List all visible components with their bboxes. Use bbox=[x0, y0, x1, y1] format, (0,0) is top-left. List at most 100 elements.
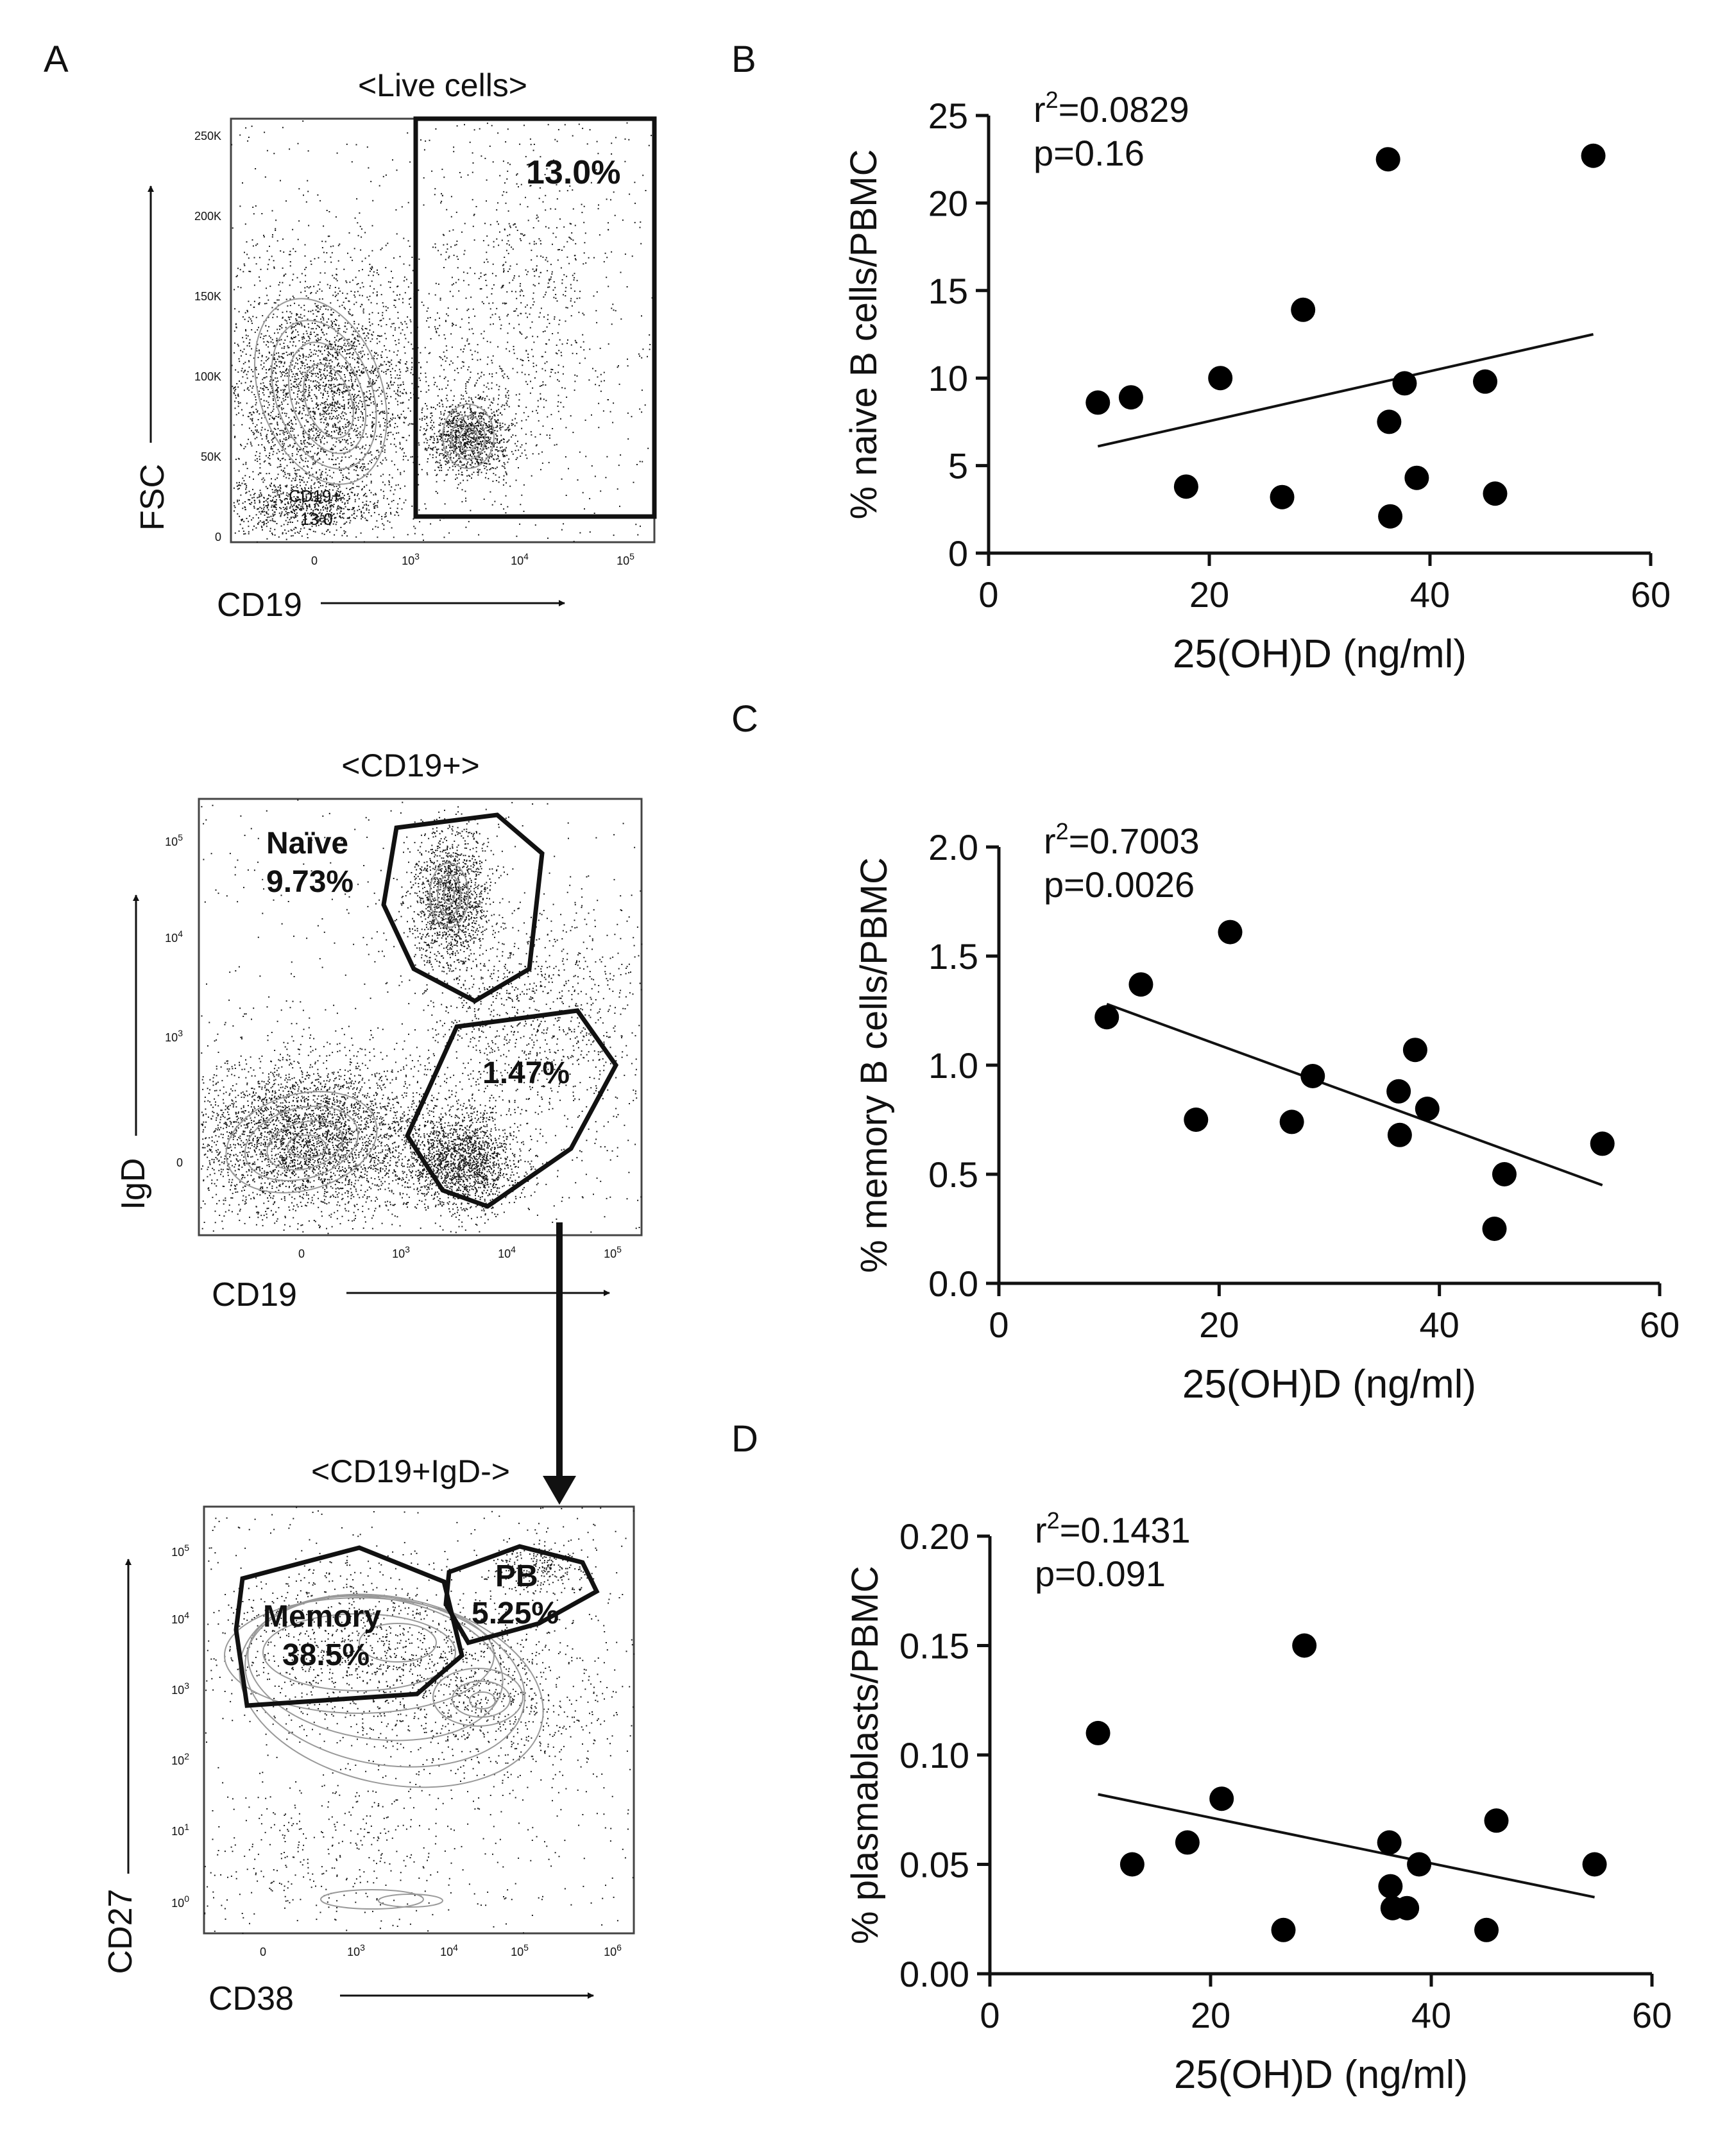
data-point bbox=[1474, 1917, 1499, 1942]
data-point bbox=[1404, 465, 1429, 490]
flow-plot-live-cells: <Live cells> 13.0% CD19+ 13.0 250K 200K … bbox=[134, 67, 657, 624]
flow-igdneg-memory-pct: 38.5% bbox=[282, 1638, 370, 1672]
flow-igdneg-ytick: 103 bbox=[171, 1681, 189, 1697]
flow-cd19-xtick: 103 bbox=[392, 1244, 410, 1260]
flow-plot-cd19-igdneg: <CD19+IgD-> Memory 38.5% PB 5.25% 105 10… bbox=[102, 1453, 635, 2017]
flow-igdneg-xtick: 104 bbox=[440, 1942, 458, 1958]
y-tick-label: 0.20 bbox=[899, 1516, 969, 1557]
data-point bbox=[1300, 1064, 1325, 1088]
data-point bbox=[1375, 147, 1400, 172]
x-tick-label: 0 bbox=[978, 574, 998, 615]
flow-live-ytick: 150K bbox=[194, 290, 221, 303]
flow-cd19-ytick: 104 bbox=[165, 928, 183, 945]
stat-r-squared: r2=0.7003 bbox=[1044, 818, 1200, 861]
data-point bbox=[1085, 390, 1111, 415]
flow-event-dots bbox=[200, 799, 643, 1235]
regression-line bbox=[1097, 333, 1594, 448]
flow-igdneg-gate-memory bbox=[234, 1545, 464, 1708]
y-tick-label: 0.05 bbox=[899, 1845, 969, 1885]
data-point bbox=[1173, 474, 1198, 499]
flow-live-xticks: 0 103 104 105 bbox=[311, 551, 634, 567]
data-point bbox=[1582, 1852, 1607, 1877]
flow-igdneg-frame bbox=[203, 1505, 635, 1935]
flow-live-gate-pct: 13.0% bbox=[526, 154, 620, 191]
data-point bbox=[1292, 1633, 1317, 1658]
flow-cd19-ylabel: IgD bbox=[115, 1158, 152, 1210]
flow-cd19-title: <CD19+> bbox=[341, 748, 479, 783]
x-tick-label: 40 bbox=[1410, 574, 1450, 615]
x-tick-label: 60 bbox=[1631, 574, 1671, 615]
y-tick-label: 2.0 bbox=[928, 827, 978, 868]
flow-live-ytick: 50K bbox=[201, 450, 221, 463]
flow-igdneg-ytick: 104 bbox=[171, 1610, 189, 1626]
flow-cd19-density bbox=[200, 799, 643, 1235]
data-point bbox=[1209, 1786, 1234, 1811]
data-point bbox=[1175, 1830, 1200, 1855]
x-tick-label: 40 bbox=[1411, 1995, 1451, 2035]
y-tick-label: 1.5 bbox=[928, 936, 978, 977]
data-point bbox=[1392, 371, 1417, 396]
stat-r-squared: r2=0.0829 bbox=[1034, 87, 1189, 130]
data-point bbox=[1279, 1109, 1304, 1134]
x-tick-label: 20 bbox=[1189, 574, 1229, 615]
flow-live-ytick: 250K bbox=[194, 130, 221, 142]
y-tick-label: 20 bbox=[928, 183, 968, 223]
flow-igdneg-xtick: 103 bbox=[347, 1942, 365, 1958]
flow-cd19-xticks: 0 103 104 105 bbox=[298, 1244, 622, 1260]
flow-cd19-gate-igdneg bbox=[405, 1008, 619, 1209]
flow-igdneg-ylabel: CD27 bbox=[102, 1889, 139, 1974]
data-point bbox=[1581, 143, 1606, 168]
y-axis-label: % memory B cells/PBMC bbox=[853, 857, 895, 1273]
data-point bbox=[1378, 1874, 1403, 1899]
flow-cd19-ytick: 105 bbox=[165, 832, 183, 848]
flow-live-xtick: 0 bbox=[311, 554, 318, 567]
flow-cd19-xtick: 105 bbox=[604, 1244, 622, 1260]
flow-igdneg-gate-pb bbox=[443, 1544, 600, 1646]
data-point bbox=[1386, 1079, 1411, 1104]
stat-r-squared: r2=0.1431 bbox=[1035, 1507, 1191, 1550]
stat-p-value: p=0.091 bbox=[1035, 1553, 1166, 1594]
flow-igdneg-xtick: 106 bbox=[604, 1942, 622, 1958]
flow-cd19-igdneg-pct: 1.47% bbox=[482, 1056, 570, 1090]
flow-cd19-ytick: 103 bbox=[165, 1028, 183, 1044]
regression-line bbox=[1106, 1002, 1603, 1186]
flow-cd19-naive-label: Naïve bbox=[266, 826, 348, 860]
flow-igdneg-xticks: 0 103 104 105 106 bbox=[260, 1942, 622, 1958]
data-point bbox=[1377, 409, 1402, 434]
flow-live-xlabel: CD19 bbox=[217, 586, 302, 624]
flow-cd19-frame bbox=[198, 798, 643, 1236]
stat-p-value: p=0.16 bbox=[1034, 133, 1145, 173]
y-tick-label: 0.5 bbox=[928, 1154, 978, 1195]
data-point bbox=[1415, 1097, 1440, 1121]
flow-igdneg-pb-label: PB bbox=[495, 1559, 538, 1593]
flow-live-xtick: 104 bbox=[511, 551, 529, 567]
flow-igdneg-ytick: 102 bbox=[171, 1751, 189, 1767]
x-axis-label: 25(OH)D (ng/ml) bbox=[1174, 2053, 1468, 2097]
flow-live-ytick: 200K bbox=[194, 210, 221, 223]
y-tick-label: 0.10 bbox=[899, 1735, 969, 1775]
x-tick-label: 0 bbox=[989, 1305, 1008, 1345]
x-tick-label: 20 bbox=[1191, 1995, 1230, 2035]
x-tick-label: 20 bbox=[1199, 1305, 1239, 1345]
data-point bbox=[1271, 1917, 1296, 1942]
data-point bbox=[1387, 1122, 1412, 1147]
data-point bbox=[1128, 972, 1153, 997]
scatter-chart-memory: 0.0 0.5 1.0 1.5 2.0 0 20 40 60 25(OH)D (ng/ml) % m… bbox=[853, 818, 1680, 1407]
flow-live-title: <Live cells> bbox=[358, 67, 527, 103]
data-point bbox=[1482, 1217, 1507, 1241]
flow-live-xtick: 103 bbox=[402, 551, 420, 567]
data-point bbox=[1590, 1131, 1615, 1156]
scatter-chart-plasmablasts: 0.00 0.05 0.10 0.15 0.20 0 20 40 60 25(OH)D (ng/m… bbox=[844, 1507, 1672, 2097]
panel-letter-d: D bbox=[731, 1418, 758, 1460]
x-tick-label: 40 bbox=[1420, 1305, 1459, 1345]
y-axis-label: % naive B cells/PBMC bbox=[843, 150, 885, 520]
flow-live-gate-small: 13.0 bbox=[300, 509, 333, 529]
flow-igdneg-pb-pct: 5.25% bbox=[472, 1596, 559, 1630]
data-point bbox=[1378, 504, 1403, 529]
data-point bbox=[1118, 385, 1143, 410]
y-tick-label: 0.15 bbox=[899, 1626, 969, 1666]
flow-cd19-contours bbox=[225, 862, 469, 1194]
data-point bbox=[1270, 484, 1295, 509]
flow-igdneg-xtick: 105 bbox=[511, 1942, 529, 1958]
data-point bbox=[1395, 1895, 1420, 1921]
